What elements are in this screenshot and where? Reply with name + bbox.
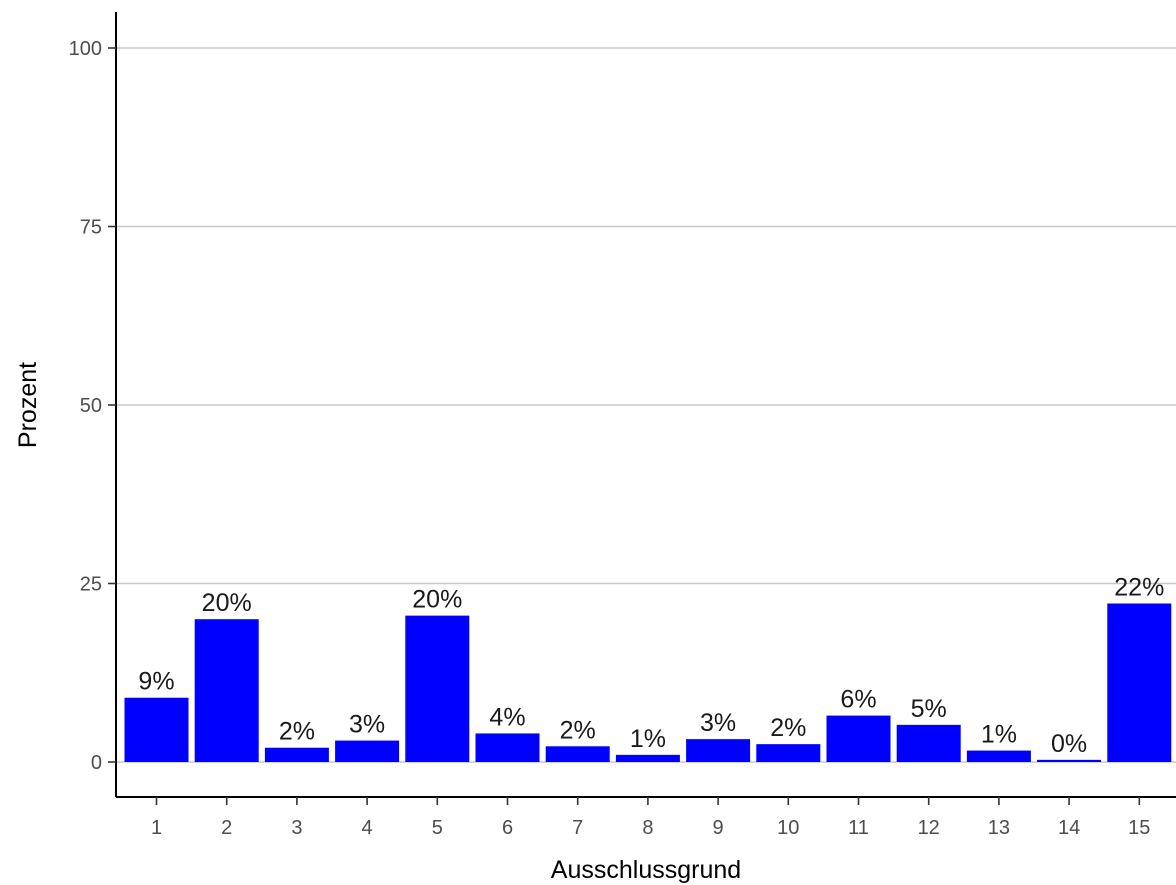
data-label-15: 22% xyxy=(1114,573,1164,601)
x-tick-label-15: 15 xyxy=(1128,817,1150,839)
x-tick-label-7: 7 xyxy=(572,817,583,839)
y-axis-ticks: 0 25 50 75 100 xyxy=(69,38,116,774)
data-label-10: 2% xyxy=(770,714,806,742)
bar-5 xyxy=(405,615,470,762)
bar-2 xyxy=(194,619,259,762)
bar-10 xyxy=(756,744,821,762)
gridlines xyxy=(116,47,1176,763)
bars xyxy=(124,603,1172,762)
x-tick-label-1: 1 xyxy=(151,817,162,839)
bar-13 xyxy=(966,750,1031,762)
x-tick-label-6: 6 xyxy=(502,817,513,839)
y-tick-label: 100 xyxy=(69,38,102,60)
bar-14 xyxy=(1037,759,1102,762)
data-label-14: 0% xyxy=(1051,730,1087,758)
x-axis-title: Ausschlussgrund xyxy=(551,856,741,884)
data-label-2: 20% xyxy=(202,589,252,617)
bar-9 xyxy=(686,739,751,762)
data-label-7: 2% xyxy=(560,716,596,744)
data-label-13: 1% xyxy=(981,721,1017,749)
x-axis-ticks: 1 2 3 4 5 6 7 8 9 10 11 12 13 14 15 xyxy=(151,797,1150,839)
data-label-4: 3% xyxy=(349,711,385,739)
y-tick-label: 0 xyxy=(91,752,102,774)
y-tick-label: 50 xyxy=(80,395,102,417)
x-tick-label-12: 12 xyxy=(918,817,940,839)
data-label-9: 3% xyxy=(700,709,736,737)
bar-15 xyxy=(1107,603,1172,762)
bar-12 xyxy=(896,724,961,762)
x-tick-label-2: 2 xyxy=(221,817,232,839)
bar-4 xyxy=(335,740,400,762)
y-axis-title: Prozent xyxy=(14,362,42,448)
x-tick-label-10: 10 xyxy=(777,817,799,839)
bar-11 xyxy=(826,715,891,762)
x-tick-label-9: 9 xyxy=(713,817,724,839)
x-tick-label-11: 11 xyxy=(848,817,869,839)
data-label-11: 6% xyxy=(840,686,876,714)
data-label-6: 4% xyxy=(489,703,525,731)
data-label-1: 9% xyxy=(138,668,174,696)
data-labels: 9% 20% 2% 3% 20% 4% 2% 1% 3% 2% 6% 5% 1% 0% 22% xyxy=(138,573,1164,757)
bar-7 xyxy=(545,746,610,762)
x-tick-label-4: 4 xyxy=(362,817,373,839)
data-label-12: 5% xyxy=(911,695,947,723)
bar-1 xyxy=(124,697,189,762)
x-tick-label-14: 14 xyxy=(1058,817,1080,839)
bar-8 xyxy=(615,754,680,762)
y-tick-label: 25 xyxy=(80,574,102,596)
data-label-8: 1% xyxy=(630,725,666,753)
data-label-3: 2% xyxy=(279,718,315,746)
y-tick-label: 75 xyxy=(80,217,102,239)
x-tick-label-5: 5 xyxy=(432,817,443,839)
x-tick-label-13: 13 xyxy=(988,817,1010,839)
data-label-5: 20% xyxy=(412,586,462,614)
x-tick-label-8: 8 xyxy=(642,817,653,839)
x-tick-label-3: 3 xyxy=(291,817,302,839)
bar-3 xyxy=(264,747,329,762)
bar-6 xyxy=(475,733,540,762)
